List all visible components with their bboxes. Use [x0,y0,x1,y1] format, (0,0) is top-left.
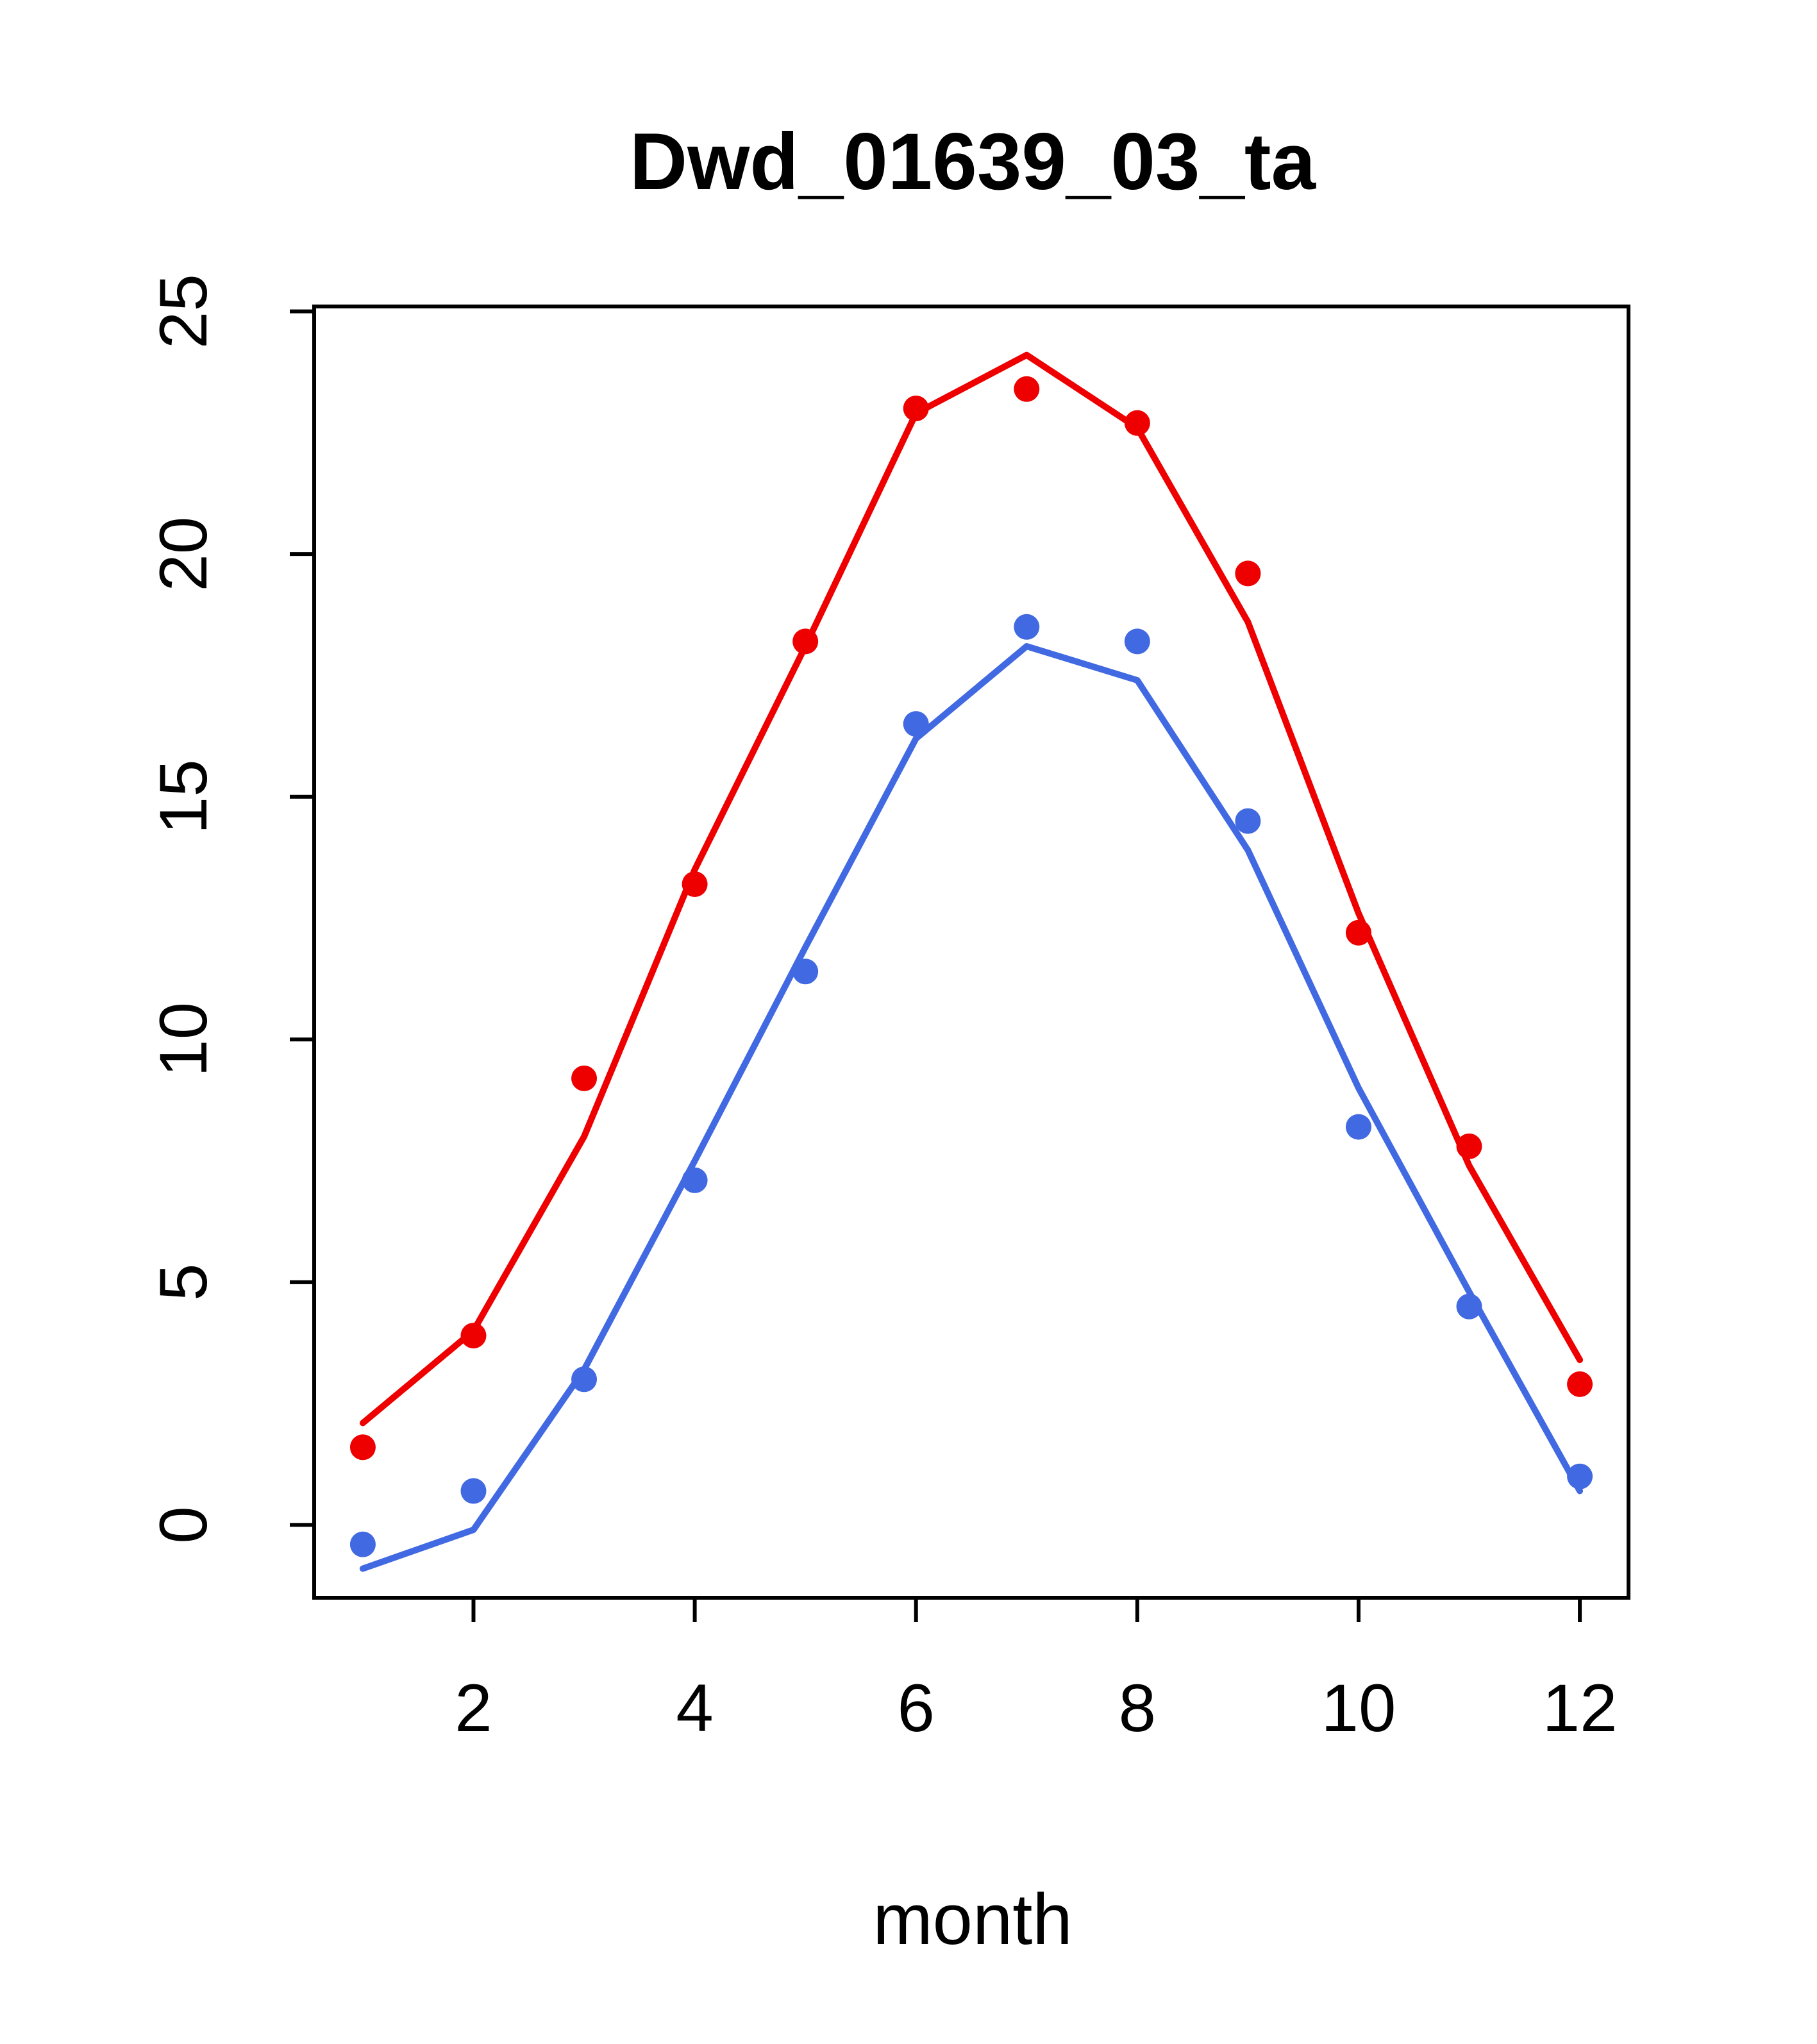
red-points-dot [792,628,819,655]
x-tick-label: 8 [1119,1671,1156,1746]
red-points-dot [1567,1371,1593,1397]
blue-points-dot [792,959,819,985]
red-points-dot [1345,919,1371,946]
blue-points-dot [571,1366,598,1393]
red-points-dot [682,871,708,897]
red-points-dot [1235,560,1261,587]
red-points-dot [1124,410,1150,436]
red-points-dot [903,396,929,421]
x-tick-label: 4 [676,1671,713,1746]
blue-points-dot [1235,808,1261,834]
x-axis-label: month [873,1879,1072,1959]
blue-points-dot [1456,1293,1482,1319]
red-points-dot [349,1434,376,1461]
blue-points-dot [682,1167,708,1193]
chart-title: Dwd_01639_03_ta [630,117,1317,206]
red-points-dot [1014,376,1040,402]
blue-points-dot [1124,628,1150,655]
y-tick-label: 15 [146,759,221,834]
plot-box [312,305,1630,1600]
blue-points-dot [460,1478,487,1504]
red-line-path [359,351,1584,1427]
x-tick-label: 2 [455,1671,492,1746]
blue-line-path [359,643,1584,1572]
y-tick-label: 10 [146,1002,221,1077]
y-tick-label: 0 [146,1506,221,1543]
plot-layer: 2 4 6 8 10 12 0 5 10 15 20 25 [146,274,1630,1746]
red-points-dot [571,1065,598,1091]
x-tick-label: 6 [898,1671,935,1746]
y-tick-label: 20 [146,517,221,592]
blue-points-dot [349,1531,376,1557]
red-points-dot [460,1323,487,1349]
y-tick-label: 5 [146,1264,221,1301]
blue-points-dot [903,711,929,737]
red-points-dot [1456,1133,1482,1159]
x-tick-label: 10 [1321,1671,1396,1746]
x-tick-label: 12 [1543,1671,1618,1746]
blue-points-dot [1345,1114,1371,1140]
blue-points-dot [1567,1463,1593,1489]
y-tick-label: 25 [146,274,221,349]
blue-points-dot [1014,614,1040,640]
